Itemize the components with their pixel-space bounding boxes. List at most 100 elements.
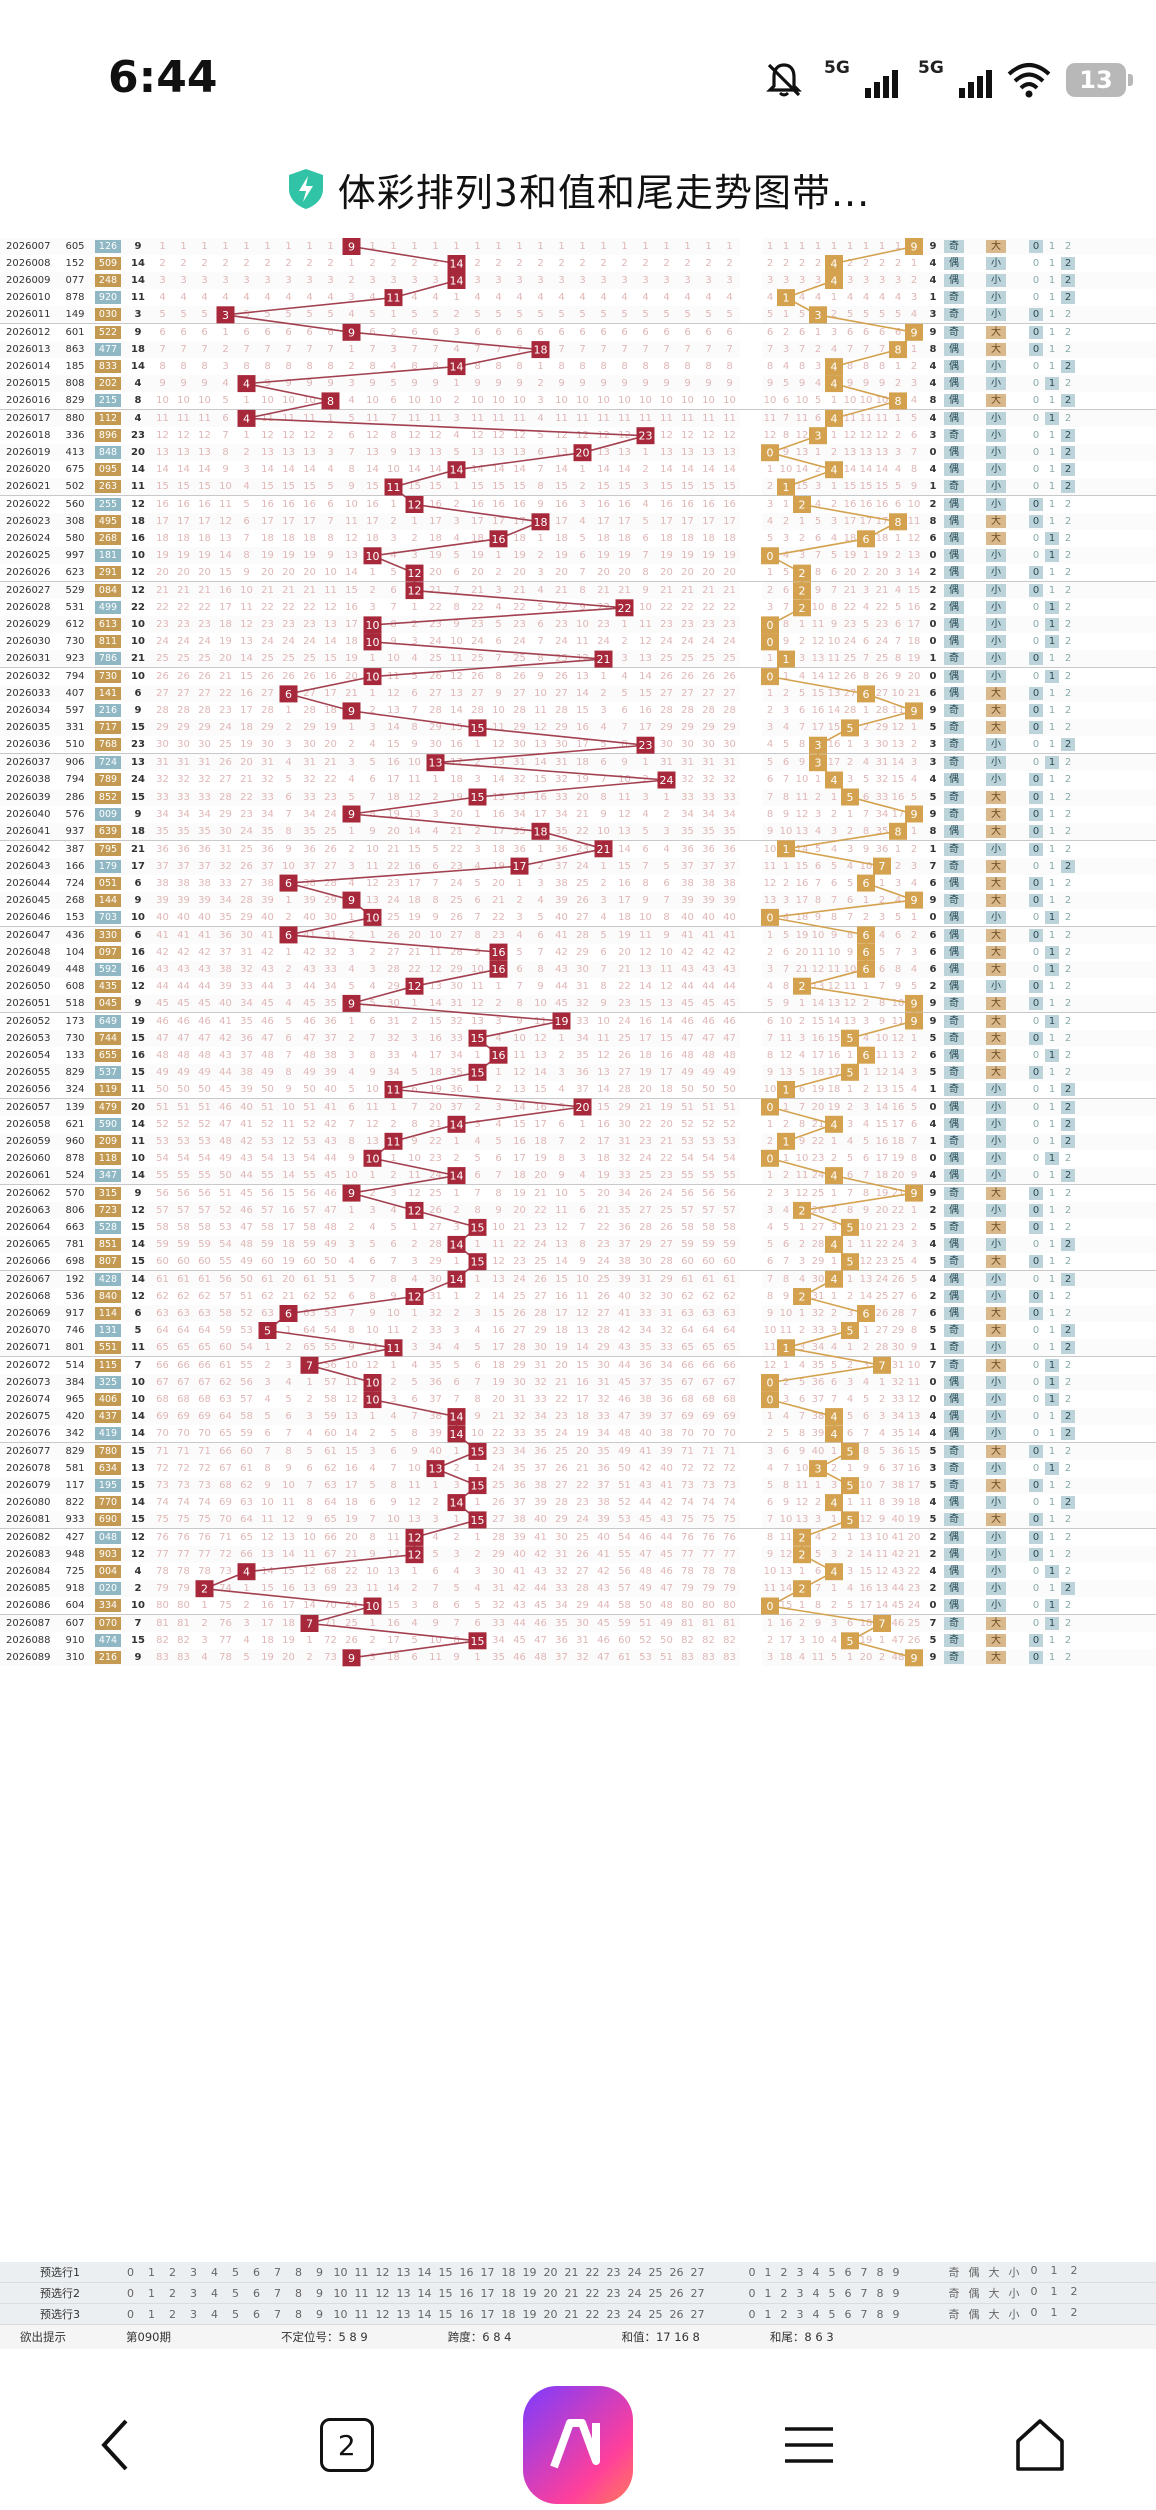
pick-tail-option[interactable]: 5 [828, 2265, 836, 2279]
pick-sum-option[interactable]: 11 [354, 2265, 369, 2279]
pick-sum-option[interactable]: 8 [295, 2286, 302, 2300]
pick-tag-option[interactable]: 奇 [948, 2266, 960, 2279]
sum-miss-cell: 16 [303, 499, 316, 511]
pick-tag-option[interactable]: 小 [1008, 2266, 1020, 2279]
pick-sum-option[interactable]: 4 [211, 2286, 218, 2300]
pick-sum-option[interactable]: 2 [169, 2286, 176, 2300]
pick-sum-option[interactable]: 10 [333, 2265, 348, 2279]
pick-sum-option[interactable]: 3 [190, 2265, 197, 2279]
pick-sum-option[interactable]: 2 [169, 2265, 176, 2279]
pick-sum-option[interactable]: 19 [522, 2286, 537, 2300]
sum-miss-cell: 2 [642, 258, 649, 270]
pick-tail-option[interactable]: 0 [748, 2265, 756, 2279]
tail-marker: 2 [793, 1201, 811, 1219]
pick-sum-option[interactable]: 23 [606, 2265, 621, 2279]
pick-sum-option[interactable]: 4 [211, 2265, 218, 2279]
pick-sum-option[interactable]: 27 [690, 2286, 705, 2300]
sum-miss-cell: 4 [201, 292, 208, 304]
pick-tag-option[interactable]: 1 [1050, 2264, 1058, 2277]
pick-row[interactable]: 预选行1 0 1 2 3 4 5 6 7 8 9 10 11 12 13 14 15 16 17 18 19 20 21 22… [0, 2262, 1156, 2283]
pick-sum-option[interactable]: 20 [543, 2286, 558, 2300]
pick-sum-option[interactable]: 13 [396, 2265, 411, 2279]
tail-marker: 8 [889, 822, 907, 840]
pick-sum-option[interactable]: 17 [480, 2286, 495, 2300]
pick-sum-option[interactable]: 18 [501, 2286, 516, 2300]
pick-sum-option[interactable]: 5 [232, 2286, 239, 2300]
pick-sum-option[interactable]: 1 [148, 2265, 155, 2279]
spacer-cell [740, 358, 762, 376]
pick-sum-option[interactable]: 18 [501, 2265, 516, 2279]
pick-sum-option[interactable]: 17 [480, 2265, 495, 2279]
pick-sum-option[interactable]: 7 [274, 2265, 281, 2279]
pick-sum-option[interactable]: 1 [148, 2286, 155, 2300]
pick-tail-option[interactable]: 2 [780, 2265, 788, 2279]
sum-miss-cell: 6 [264, 327, 271, 339]
pick-sum-option[interactable]: 21 [564, 2265, 579, 2279]
pick-sum-option[interactable]: 24 [627, 2265, 642, 2279]
pick-sum-option[interactable]: 26 [669, 2286, 684, 2300]
pick-sum-option[interactable]: 13 [396, 2286, 411, 2300]
pick-sum-option[interactable]: 12 [375, 2286, 390, 2300]
pick-sum-option[interactable]: 12 [375, 2265, 390, 2279]
trend-chart[interactable]: 2026007 605 126 9 1 1 1 1 1 1 1 1 1 1 1 1 1 1 1 1 1 1 1 1 1 1 1 1 1 1… [0, 238, 1156, 2408]
pick-sum-option[interactable]: 11 [354, 2286, 369, 2300]
pick-sum-option[interactable]: 15 [438, 2265, 453, 2279]
sum-miss-cell: 11 [219, 499, 232, 511]
pick-sum-option[interactable]: 25 [648, 2265, 663, 2279]
pick-sum-option[interactable]: 8 [295, 2265, 302, 2279]
mod3-tag: 2 [1060, 341, 1076, 359]
pick-sum-option[interactable]: 0 [127, 2265, 134, 2279]
sum-marker: 14 [447, 1115, 466, 1133]
pick-tail-option[interactable]: 6 [844, 2265, 852, 2279]
pick-sum-option[interactable]: 14 [417, 2265, 432, 2279]
pick-sum-option[interactable]: 6 [253, 2286, 260, 2300]
pick-sum-option[interactable]: 22 [585, 2286, 600, 2300]
group-number: 126 [95, 240, 121, 253]
pick-sum-option[interactable]: 9 [316, 2286, 323, 2300]
pick-sum-option[interactable]: 5 [232, 2265, 239, 2279]
pick-sum-option[interactable]: 22 [585, 2265, 600, 2279]
pick-tag-option[interactable]: 2 [1070, 2264, 1078, 2277]
spacer-cell [964, 272, 986, 290]
pick-sum-option[interactable]: 3 [190, 2286, 197, 2300]
pick-tail-option[interactable]: 7 [860, 2265, 868, 2279]
pick-tail-option[interactable]: 9 [892, 2265, 900, 2279]
pick-tail-option[interactable]: 1 [764, 2265, 772, 2279]
tail-miss-cell: 5 [874, 306, 890, 325]
pick-tail-option[interactable]: 3 [796, 2265, 804, 2279]
sum-miss-cell: 10 [572, 392, 593, 411]
sum-miss-cell: 14 [429, 464, 442, 476]
pick-sum-option[interactable]: 7 [274, 2286, 281, 2300]
sum-marker: 14 [447, 272, 466, 289]
pick-tag-option[interactable]: 偶 [968, 2266, 980, 2279]
pick-sum-option[interactable]: 26 [669, 2265, 684, 2279]
pick-sum-option[interactable]: 10 [333, 2286, 348, 2300]
sum-miss-cell: 13 [278, 444, 299, 462]
pick-sum-option[interactable]: 27 [690, 2265, 705, 2279]
pick-sum-option[interactable]: 21 [564, 2286, 579, 2300]
pick-sum-option[interactable]: 20 [543, 2265, 558, 2279]
tail-marker: 7 [873, 857, 891, 875]
pick-sum-option[interactable]: 15 [438, 2286, 453, 2300]
sum-marker: 10 [363, 1374, 382, 1391]
pick-sum-option[interactable]: 23 [606, 2286, 621, 2300]
sum-miss-cell: 12 [303, 430, 316, 442]
pick-sum-option[interactable]: 16 [459, 2265, 474, 2279]
pick-tail-option[interactable]: 4 [812, 2265, 820, 2279]
pick-row[interactable]: 预选行2 0 1 2 3 4 5 6 7 8 9 10 11 12 13 14 15 16 17 18 19 20 21 22… [0, 2283, 1156, 2304]
pick-sum-option[interactable]: 19 [522, 2265, 537, 2279]
pick-sum-option[interactable]: 0 [127, 2286, 134, 2300]
pick-sum-option[interactable]: 9 [316, 2265, 323, 2279]
pick-sum-option[interactable]: 16 [459, 2286, 474, 2300]
pick-sum-option[interactable]: 6 [253, 2265, 260, 2279]
sum-miss-cell: 1 [425, 238, 446, 256]
mod3-badge: 2 [1061, 446, 1075, 460]
pick-sum-option[interactable]: 24 [627, 2286, 642, 2300]
pick-tag-option[interactable]: 大 [988, 2266, 1000, 2279]
pick-sum-option[interactable]: 25 [648, 2286, 663, 2300]
pick-tail-option[interactable]: 8 [876, 2265, 884, 2279]
pick-tag-option[interactable]: 0 [1030, 2264, 1038, 2277]
pick-sum-option[interactable]: 14 [417, 2286, 432, 2300]
sum-miss-cell: 3 [509, 272, 530, 290]
tail-miss-cell: 15 [842, 478, 858, 497]
